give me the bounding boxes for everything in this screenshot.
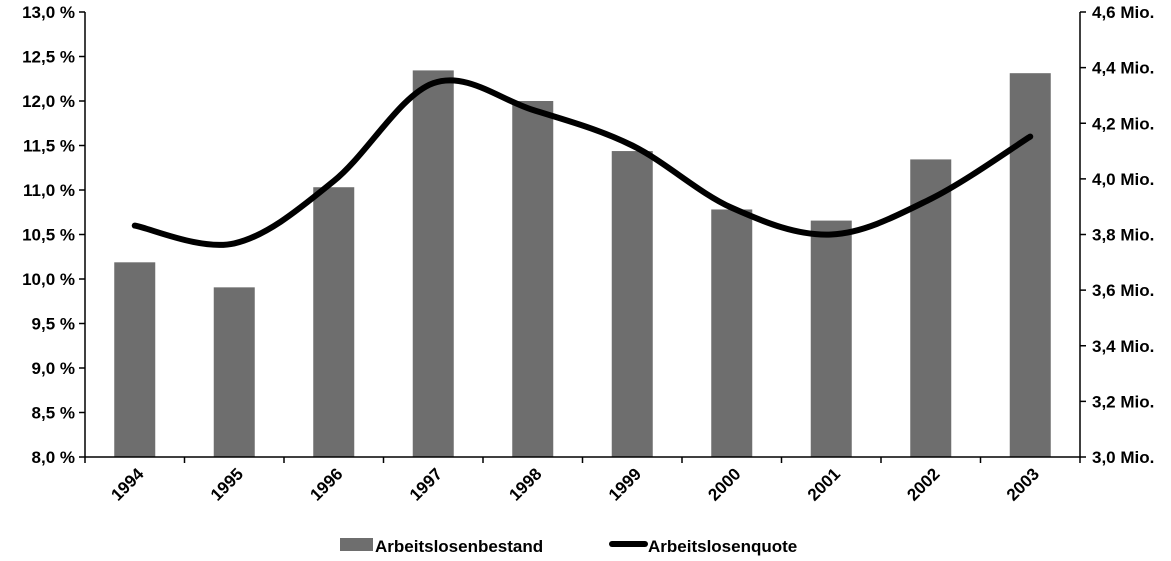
bar-1994 [114, 262, 156, 457]
legend-label-line: Arbeitslosenquote [648, 537, 797, 556]
right-tick-label: 3,4 Mio. [1092, 337, 1154, 356]
bars-layer [114, 70, 1051, 457]
right-tick-label: 3,2 Mio. [1092, 392, 1154, 411]
left-tick-label: 11,0 % [23, 181, 75, 200]
left-tick-label: 12,0 % [22, 92, 75, 111]
x-tick-label: 1998 [505, 464, 545, 504]
right-tick-label: 4,0 Mio. [1092, 170, 1154, 189]
bar-2003 [1009, 73, 1051, 457]
x-tick-label: 2000 [704, 464, 744, 504]
legend-label-bar: Arbeitslosenbestand [375, 537, 543, 556]
bar-1996 [313, 187, 355, 457]
bar-1997 [412, 70, 454, 457]
left-tick-label: 8,5 % [32, 404, 75, 423]
right-tick-label: 4,6 Mio. [1092, 3, 1154, 22]
left-tick-label: 13,0 % [22, 3, 75, 22]
left-tick-label: 12,5 % [22, 48, 75, 67]
right-tick-label: 4,2 Mio. [1092, 114, 1154, 133]
left-tick-label: 11,5 % [23, 137, 75, 156]
legend-swatch-bar [340, 538, 373, 551]
axes-layer: 8,0 % 8,5 % 9,0 % 9,5 % 10,0 % 10,5 % 11,0 % 11… [22, 3, 1154, 505]
left-tick-label: 10,5 % [22, 226, 75, 245]
left-tick-label: 10,0 % [22, 270, 75, 289]
bar-2001 [810, 220, 852, 457]
bar-1998 [512, 101, 554, 457]
left-tick-label: 8,0 % [32, 448, 75, 467]
right-tick-label: 4,4 Mio. [1092, 59, 1154, 78]
bar-1995 [213, 287, 255, 457]
line-layer [131, 77, 1034, 248]
x-tick-label: 1997 [406, 464, 446, 504]
x-tick-label: 1999 [605, 464, 645, 504]
line-arbeitslosenquote [131, 77, 1034, 248]
left-tick-label: 9,0 % [32, 359, 75, 378]
left-tick-label: 9,5 % [32, 315, 75, 334]
x-tick-label: 2003 [1003, 464, 1043, 504]
legend: Arbeitslosenbestand Arbeitslosenquote [340, 537, 797, 556]
x-tick-label: 2001 [804, 464, 844, 504]
x-tick-label: 1995 [207, 464, 247, 504]
x-tick-label: 2002 [903, 464, 943, 504]
right-tick-label: 3,6 Mio. [1092, 281, 1154, 300]
right-tick-label: 3,0 Mio. [1092, 448, 1154, 467]
bar-2002 [910, 159, 952, 457]
x-tick-label: 1994 [107, 464, 148, 505]
right-tick-label: 3,8 Mio. [1092, 226, 1154, 245]
x-tick-label: 1996 [306, 464, 346, 504]
bar-2000 [711, 209, 753, 457]
bar-1999 [611, 151, 653, 457]
